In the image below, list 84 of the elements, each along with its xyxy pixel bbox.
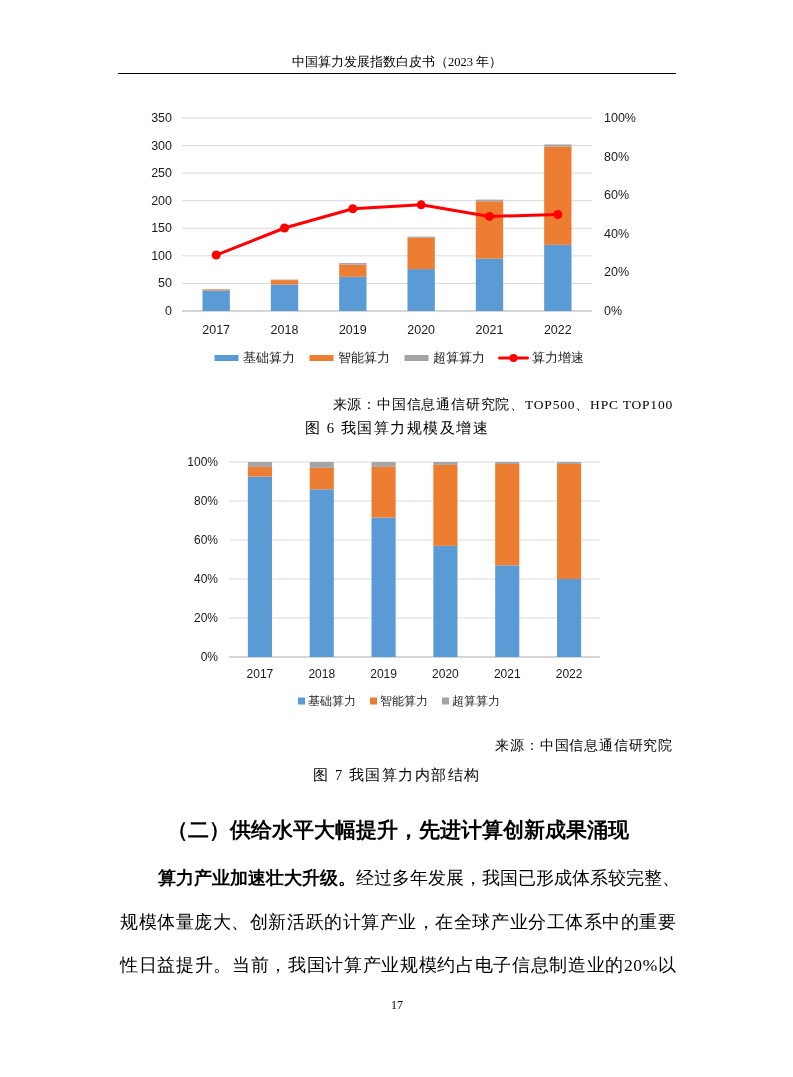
bar bbox=[557, 463, 582, 579]
text: 性日益提升。当前，我国计算产业规模约占电子信息制造业的20%以 bbox=[119, 955, 676, 975]
bar bbox=[247, 476, 272, 657]
bar bbox=[433, 464, 458, 546]
bar bbox=[433, 462, 458, 465]
x-tick-label: 2020 bbox=[407, 323, 436, 337]
y-tick-label: 300 bbox=[151, 138, 173, 153]
point bbox=[211, 250, 221, 260]
x-tick-label: 2021 bbox=[475, 323, 504, 337]
legend-label: 算力增速 bbox=[531, 351, 584, 365]
y-tick-label: 350 bbox=[151, 111, 173, 125]
bar bbox=[495, 565, 520, 657]
bar bbox=[371, 462, 396, 467]
bar bbox=[407, 269, 435, 311]
text: 中国算力发展指数白皮书（2023 年） bbox=[291, 55, 503, 69]
y-tick-label: 0 bbox=[165, 304, 173, 318]
y2-tick-label: 60% bbox=[604, 188, 630, 203]
y-tick-label: 50 bbox=[158, 276, 173, 291]
x-tick-label: 2020 bbox=[432, 667, 460, 681]
x-tick-label: 2017 bbox=[202, 323, 231, 337]
x-tick-label: 2018 bbox=[308, 667, 336, 681]
x-tick-label: 2022 bbox=[555, 667, 583, 681]
bar bbox=[309, 462, 334, 468]
x-tick-label: 2018 bbox=[270, 323, 299, 337]
y2-tick-label: 20% bbox=[604, 265, 630, 280]
y2-tick-label: 40% bbox=[604, 226, 630, 241]
legend-label: 基础算力 bbox=[242, 351, 295, 365]
y-tick-label: 200 bbox=[151, 193, 173, 208]
y-tick-label: 100 bbox=[151, 248, 173, 263]
bar bbox=[475, 201, 504, 259]
bar bbox=[557, 579, 582, 657]
bar bbox=[339, 264, 367, 277]
point bbox=[485, 211, 494, 221]
y-tick-label: 250 bbox=[151, 166, 173, 181]
y-tick-label: 20% bbox=[193, 611, 219, 625]
x-tick-label: 2019 bbox=[338, 323, 367, 337]
point bbox=[348, 204, 358, 214]
bar bbox=[247, 462, 272, 467]
source-note: 来源：中国信息通信研究院 bbox=[495, 737, 673, 753]
y2-tick-label: 0% bbox=[604, 304, 623, 318]
bar bbox=[270, 284, 299, 311]
bar bbox=[544, 244, 572, 311]
y-tick-label: 0% bbox=[200, 650, 219, 664]
point bbox=[416, 200, 426, 210]
legend-label: 基础算力 bbox=[308, 694, 356, 708]
text: 规模体量庞大、创新活跃的计算产业，在全球产业分工体系中的重要 bbox=[120, 911, 676, 932]
legend-label: 智能算力 bbox=[380, 694, 428, 708]
bar bbox=[309, 467, 334, 490]
bar bbox=[544, 146, 572, 245]
bar bbox=[407, 237, 435, 270]
bar bbox=[371, 466, 396, 518]
bar bbox=[202, 290, 230, 311]
text: 图 7 我国算力内部结构 bbox=[313, 767, 481, 783]
bar bbox=[247, 466, 272, 477]
text: 经过多年发展，我国已形成体系较完整、 bbox=[356, 868, 680, 888]
x-tick-label: 2017 bbox=[246, 667, 274, 681]
y-tick-label: 40% bbox=[193, 572, 219, 586]
point bbox=[280, 223, 289, 233]
bar bbox=[544, 144, 572, 147]
point bbox=[553, 210, 563, 219]
text: 17 bbox=[391, 998, 403, 1012]
legend-label: 超算算力 bbox=[432, 351, 485, 365]
y-tick-label: 100% bbox=[187, 455, 219, 469]
y-tick-label: 150 bbox=[151, 221, 173, 236]
text: 图 6 我国算力规模及增速 bbox=[305, 420, 489, 436]
x-tick-label: 2019 bbox=[370, 667, 398, 681]
bar bbox=[270, 280, 299, 285]
legend-label: 超算算力 bbox=[452, 694, 500, 708]
source-note: 来源：中国信息通信研究院、TOP500、HPC TOP100 bbox=[332, 396, 673, 412]
text: 算力产业加速壮大升级。 bbox=[157, 868, 356, 888]
bar bbox=[309, 489, 334, 657]
legend-label: 智能算力 bbox=[337, 351, 390, 365]
y-tick-label: 80% bbox=[193, 494, 219, 508]
bar bbox=[475, 258, 504, 311]
y2-tick-label: 100% bbox=[604, 111, 636, 125]
bar bbox=[495, 463, 520, 566]
bar bbox=[371, 517, 396, 657]
bar bbox=[339, 276, 367, 311]
x-tick-label: 2022 bbox=[543, 323, 572, 337]
bar bbox=[433, 545, 458, 657]
y2-tick-label: 80% bbox=[604, 149, 630, 164]
x-tick-label: 2021 bbox=[493, 667, 521, 681]
y-tick-label: 60% bbox=[193, 533, 219, 547]
text: （二）供给水平大幅提升，先进计算创新成果涌现 bbox=[167, 818, 630, 842]
